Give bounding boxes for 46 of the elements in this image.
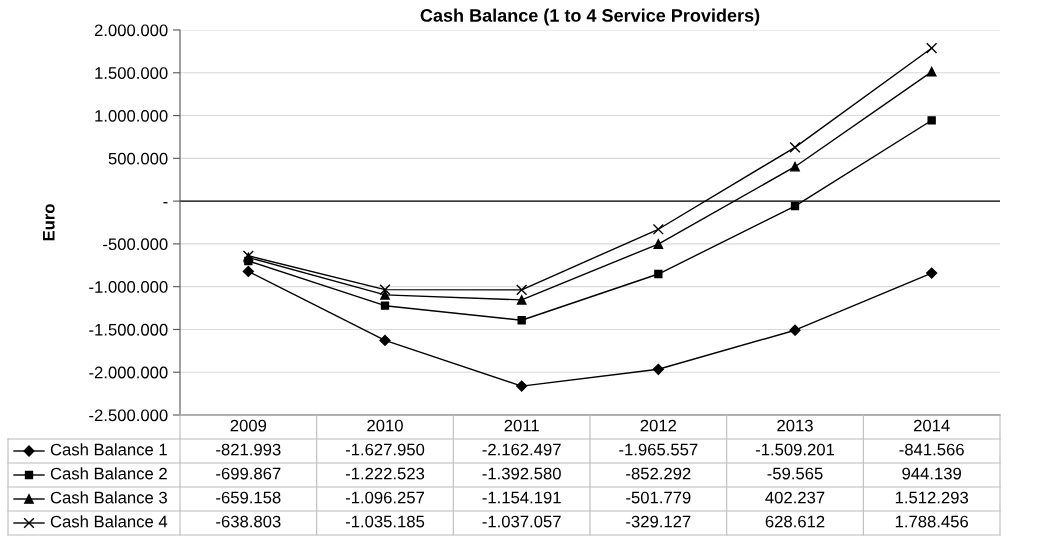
- data-label: -852.292: [626, 467, 691, 480]
- data-label: -841.566: [899, 443, 964, 456]
- data-label: -1.037.057: [482, 515, 561, 528]
- legend-label: Cash Balance 1: [50, 443, 167, 456]
- y-tick-label: -2.000.000: [89, 366, 168, 379]
- data-label: -329.127: [626, 515, 691, 528]
- legend-label: Cash Balance 4: [50, 515, 168, 528]
- data-label: -638.803: [216, 515, 281, 528]
- data-label: -1.509.201: [755, 443, 835, 456]
- y-tick-label: -1.000.000: [89, 281, 168, 293]
- y-tick-label: -1.500.000: [89, 323, 168, 336]
- data-label: -1.154.191: [482, 491, 561, 504]
- legend-label: Cash Balance 3: [50, 491, 167, 504]
- data-label: -821.993: [216, 443, 281, 456]
- data-label: -2.162.497: [482, 443, 561, 456]
- data-label: -501.779: [626, 491, 691, 504]
- data-label: -1.096.257: [345, 491, 425, 504]
- data-label: -1.392.580: [482, 467, 561, 480]
- data-label: -59.565: [767, 467, 823, 480]
- data-label: -699.867: [216, 467, 281, 480]
- y-tick-label: -: [163, 202, 168, 204]
- legend-label: Cash Balance 2: [50, 467, 167, 480]
- chart-title: Cash Balance (1 to 4 Service Providers): [420, 8, 760, 26]
- data-label: 402.237: [765, 491, 825, 504]
- y-axis-title: Euro: [43, 204, 55, 241]
- data-label: -1.222.523: [345, 467, 425, 480]
- data-label: -1.627.950: [345, 443, 425, 456]
- x-tick-label: 2010: [367, 419, 403, 432]
- x-tick-label: 2014: [913, 419, 950, 432]
- data-label: -1.035.185: [345, 515, 425, 528]
- y-tick-label: -500.000: [103, 238, 168, 251]
- data-label: 944.139: [902, 467, 961, 480]
- y-tick-label: 2.000.000: [94, 24, 168, 37]
- data-label: 1.512.293: [895, 491, 969, 504]
- x-tick-label: 2011: [504, 419, 539, 432]
- y-tick-label: 1.500.000: [95, 67, 168, 79]
- x-tick-label: 2012: [640, 419, 677, 432]
- x-tick-label: 2013: [777, 419, 813, 432]
- y-tick-label: -2.500.000: [89, 409, 168, 422]
- y-tick-label: 1.000.000: [95, 109, 168, 122]
- y-tick-label: 500.000: [108, 152, 168, 165]
- data-label: -659.158: [216, 491, 281, 504]
- data-label: 1.788.456: [895, 515, 969, 528]
- data-label: -1.965.557: [619, 443, 698, 456]
- data-label: 628.612: [765, 515, 825, 528]
- x-tick-label: 2009: [230, 419, 267, 432]
